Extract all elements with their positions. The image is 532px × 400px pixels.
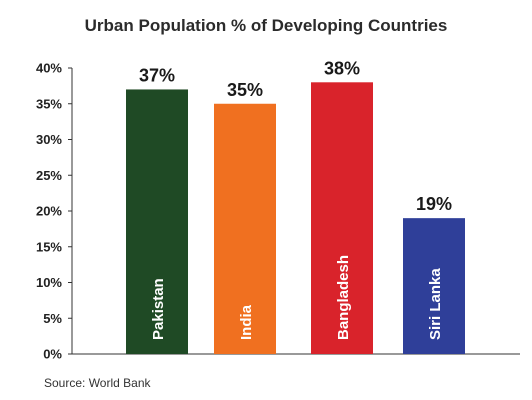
chart-title: Urban Population % of Developing Countri… (84, 16, 448, 35)
data-label: 35% (227, 80, 263, 100)
bar (311, 82, 373, 355)
category-label: Bangladesh (335, 255, 352, 340)
bar (403, 218, 465, 354)
y-tick-label: 10% (36, 275, 62, 290)
y-tick-label: 20% (36, 204, 62, 219)
y-tick-label: 25% (36, 168, 62, 183)
y-tick-label: 15% (36, 239, 62, 254)
source-note: Source: World Bank (44, 376, 151, 390)
y-tick-label: 0% (43, 347, 62, 362)
y-tick-label: 5% (43, 311, 62, 326)
y-tick-label: 40% (36, 61, 62, 76)
data-label: 19% (416, 194, 452, 214)
bar (126, 89, 188, 354)
data-label: 37% (139, 65, 175, 85)
y-tick-label: 30% (36, 132, 62, 147)
data-label: 38% (324, 58, 360, 78)
category-label: Pakistan (150, 278, 167, 340)
bar (214, 103, 276, 354)
y-tick-label: 35% (36, 96, 62, 111)
category-label: India (238, 304, 255, 340)
category-label: Siri Lanka (427, 268, 444, 340)
